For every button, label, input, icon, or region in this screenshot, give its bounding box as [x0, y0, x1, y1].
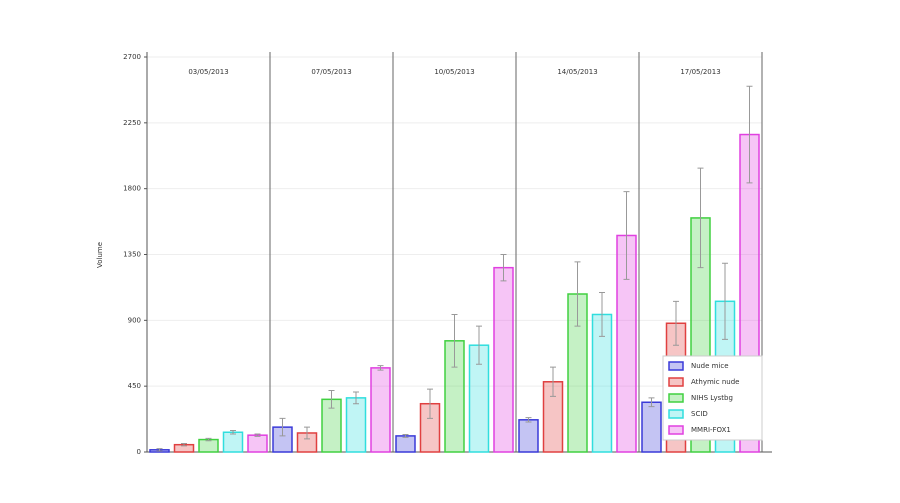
- error-bar: [550, 366, 556, 397]
- error-bar: [304, 426, 310, 440]
- y-tick-label: 1350: [123, 251, 141, 259]
- legend-swatch: [668, 377, 684, 387]
- error-bar: [722, 262, 728, 340]
- error-bar: [205, 437, 212, 442]
- group-label: 17/05/2013: [680, 68, 720, 76]
- error-bar: [427, 388, 433, 419]
- error-bar: [476, 325, 482, 365]
- error-bar: [156, 448, 163, 452]
- error-bar: [697, 167, 704, 269]
- error-bar: [673, 300, 679, 346]
- legend-swatch: [668, 425, 684, 435]
- legend-swatch: [668, 361, 684, 371]
- group-label: 10/05/2013: [434, 68, 474, 76]
- bar: [247, 434, 268, 453]
- error-bar: [328, 390, 335, 409]
- bar: [641, 401, 662, 453]
- error-bar: [623, 191, 630, 280]
- group-label: 07/05/2013: [311, 68, 351, 76]
- y-axis-label: Volume: [96, 242, 104, 268]
- y-tick-label: 0: [137, 448, 141, 456]
- bar: [345, 397, 367, 453]
- error-bar: [525, 417, 532, 423]
- error-bar: [599, 292, 605, 337]
- y-tick-label: 1800: [123, 185, 141, 193]
- legend-label: NIHS Lystbg: [691, 394, 733, 402]
- group-label: 03/05/2013: [188, 68, 228, 76]
- error-bar: [574, 261, 581, 327]
- y-tick-label: 450: [128, 382, 141, 390]
- error-bar: [377, 365, 384, 371]
- bar: [198, 438, 219, 453]
- error-bar: [254, 433, 261, 437]
- error-bar: [500, 254, 507, 282]
- error-bar: [402, 433, 409, 438]
- legend-swatch: [668, 393, 684, 403]
- y-tick-label: 2700: [123, 53, 141, 61]
- y-tick-label: 900: [128, 316, 141, 324]
- bar: [222, 431, 244, 453]
- error-bar: [279, 417, 286, 437]
- error-bar: [353, 391, 359, 405]
- y-tick-label: 2250: [123, 119, 141, 127]
- legend-label: MMRI-FOX1: [691, 426, 731, 434]
- error-bar: [230, 429, 236, 435]
- legend-label: Nude mice: [691, 362, 729, 370]
- bar: [370, 367, 391, 453]
- error-bar: [648, 397, 655, 408]
- bar: [518, 419, 539, 453]
- legend-label: SCID: [691, 410, 708, 418]
- group-label: 14/05/2013: [557, 68, 597, 76]
- error-bar: [181, 443, 187, 447]
- bar: [493, 266, 514, 453]
- error-bar: [451, 313, 458, 368]
- bar: [395, 435, 416, 453]
- legend-swatch: [668, 409, 684, 419]
- error-bar: [746, 85, 753, 184]
- legend-label: Athymic nude: [691, 378, 739, 386]
